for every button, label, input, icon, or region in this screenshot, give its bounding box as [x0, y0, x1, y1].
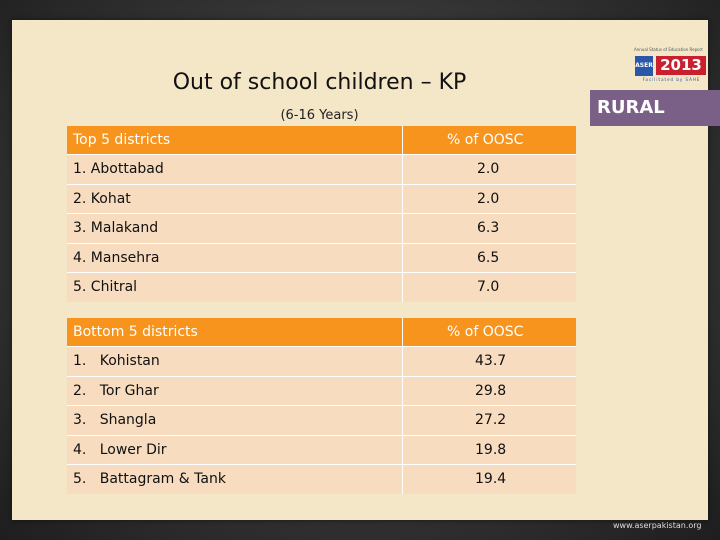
- district-name: 1. Kohistan: [67, 347, 403, 376]
- logo-year: 2013: [656, 56, 706, 75]
- oosc-value: 6.3: [477, 220, 500, 236]
- table-row: 1. Abottabad 2.0: [67, 155, 576, 185]
- table-row: 4. Mansehra 6.5: [67, 243, 576, 273]
- oosc-value: 2.0: [477, 190, 500, 207]
- website-link[interactable]: www.aserpakistan.org: [613, 521, 702, 530]
- table-header: Bottom 5 districts % of OOSC: [67, 318, 576, 347]
- district-name: 4. Mansehra: [67, 243, 403, 272]
- district-name: 5. Battagram & Tank: [67, 465, 403, 494]
- table-row: 3. Malakand 6.3: [67, 214, 576, 244]
- district-name: 1. Abottabad: [67, 155, 403, 184]
- oosc-value: 19.4: [475, 471, 507, 487]
- oosc-value: 7.0: [477, 279, 500, 295]
- header-value: % of OOSC: [447, 324, 524, 340]
- oosc-value: 2.0: [477, 161, 500, 177]
- oosc-value: 6.5: [477, 249, 500, 266]
- district-name: 2. Kohat: [67, 184, 403, 213]
- table-row: 5. Chitral 7.0: [67, 273, 576, 302]
- oosc-value: 27.2: [475, 412, 507, 428]
- bottom-districts-table: Bottom 5 districts % of OOSC 1. Kohistan…: [67, 318, 576, 494]
- region-badge: RURAL: [590, 90, 720, 126]
- header-value: % of OOSC: [447, 132, 524, 148]
- oosc-value: 19.8: [475, 441, 507, 458]
- table-row: 4. Lower Dir 19.8: [67, 435, 576, 465]
- aser-logo: Annual Status of Education Report ASER 2…: [634, 47, 709, 83]
- district-name: 3. Shangla: [67, 406, 403, 435]
- table-row: 5. Battagram & Tank 19.4: [67, 465, 576, 494]
- page-subtitle: (6-16 Years): [280, 108, 359, 123]
- oosc-value: 29.8: [475, 382, 507, 399]
- table-row: 2. Kohat 2.0: [67, 184, 576, 214]
- logo-org: ASER: [635, 56, 653, 76]
- table-row: 3. Shangla 27.2: [67, 406, 576, 436]
- oosc-value: 43.7: [475, 353, 507, 369]
- table-row: 2. Tor Ghar 29.8: [67, 376, 576, 406]
- page-title: Out of school children – KP: [172, 70, 467, 95]
- top-districts-table: Top 5 districts % of OOSC 1. Abottabad 2…: [67, 126, 576, 302]
- header-district: Top 5 districts: [67, 126, 403, 154]
- table-row: 1. Kohistan 43.7: [67, 347, 576, 377]
- district-name: 5. Chitral: [67, 273, 403, 302]
- header-district: Bottom 5 districts: [67, 318, 403, 346]
- district-name: 3. Malakand: [67, 214, 403, 243]
- district-name: 2. Tor Ghar: [67, 376, 403, 405]
- logo-caption: Annual Status of Education Report: [634, 47, 703, 52]
- table-header: Top 5 districts % of OOSC: [67, 126, 576, 155]
- logo-tagline: Facilitated by SAHE: [642, 77, 701, 82]
- district-name: 4. Lower Dir: [67, 435, 403, 464]
